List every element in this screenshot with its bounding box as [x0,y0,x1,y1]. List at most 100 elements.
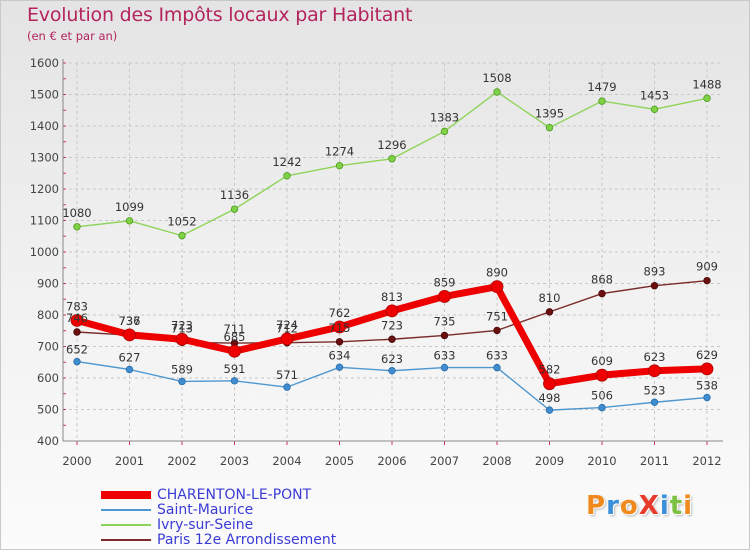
data-point [73,328,81,336]
data-label: 1479 [587,80,616,94]
data-label: 1488 [692,77,721,91]
x-tick-label: 2000 [62,454,91,468]
logo-letter: t [669,491,684,521]
data-label: 629 [696,348,718,362]
x-tick-label: 2005 [325,454,354,468]
data-label: 1099 [115,200,144,214]
data-point [438,290,451,303]
data-point [283,383,291,391]
data-label: 1383 [430,110,459,124]
data-label: 713 [171,321,193,335]
data-point [493,88,501,96]
y-tick-label: 1100 [30,214,59,228]
data-label: 723 [381,318,403,332]
data-label: 736 [119,314,141,328]
data-point [230,377,239,385]
data-point [703,276,711,285]
chart-subtitle: (en € et par an) [27,29,118,43]
data-label: 724 [276,318,298,332]
data-point [385,304,399,318]
data-point [598,403,606,412]
data-label: 498 [539,391,561,405]
x-tick-label: 2008 [482,454,511,468]
y-tick-label: 500 [37,403,59,417]
data-label: 623 [381,352,403,366]
y-tick-label: 700 [37,340,59,354]
data-point [598,289,606,298]
logo-letter: r [606,491,620,521]
data-label: 591 [224,362,246,376]
data-label: 859 [434,275,456,289]
data-label: 1052 [167,215,196,229]
data-point [650,282,659,290]
data-point [440,127,449,136]
data-point [283,172,291,180]
data-point [123,328,136,342]
data-label: 538 [696,379,718,393]
data-label: 712 [276,322,298,336]
data-point [440,331,449,340]
data-label: 715 [329,321,351,335]
data-label: 523 [644,383,666,397]
logo-letter: i [659,491,670,521]
data-label: 634 [329,348,351,362]
data-point [595,368,609,382]
data-point [545,123,554,132]
data-label: 737 [119,314,141,328]
data-label: 1242 [272,155,301,169]
data-label: 893 [644,265,666,279]
legend-swatch [101,491,151,499]
data-label: 723 [171,318,193,332]
y-tick-label: 1500 [30,88,59,102]
data-label: 633 [486,349,508,363]
data-point [230,205,239,213]
data-point [388,367,396,375]
data-point [335,338,344,346]
legend-label: Ivry-sur-Seine [157,517,254,533]
logo-letter: o [619,491,639,521]
data-point [335,161,344,170]
data-label: 813 [381,290,403,304]
data-label: 609 [591,354,613,368]
chart-title: Evolution des Impôts locaux par Habitant [27,4,413,26]
data-label: 1296 [377,138,406,152]
data-point [490,280,504,294]
data-label: 1395 [535,107,564,121]
logo-letter: X [638,491,660,521]
data-point [703,94,711,102]
data-label: 652 [66,343,88,357]
data-point [545,308,554,316]
data-label: 1274 [325,145,354,159]
data-point [280,332,294,346]
data-point [440,363,449,372]
legend-swatch [101,524,151,526]
data-point [493,326,501,335]
data-label: 711 [224,322,246,336]
data-point [228,344,241,358]
data-point [648,364,661,378]
y-tick-label: 800 [37,308,59,322]
x-tick-label: 2002 [167,454,196,468]
data-label: 1080 [62,206,91,220]
data-label: 623 [644,350,666,364]
data-point [125,217,134,225]
data-point [388,335,396,343]
data-point [493,363,501,372]
data-point [178,231,186,240]
data-label: 627 [119,350,141,364]
data-label: 909 [696,260,718,274]
data-label: 890 [486,266,508,280]
logo-letter: i [683,491,694,521]
y-tick-label: 1600 [30,56,59,70]
y-tick-label: 1000 [30,245,59,259]
data-point [650,105,659,114]
y-tick-label: 1400 [30,119,59,133]
x-tick-label: 2010 [587,454,616,468]
data-point [545,406,554,414]
data-label: 762 [329,306,351,320]
data-point [125,365,134,374]
data-point [700,362,714,376]
y-tick-label: 1200 [30,182,59,196]
